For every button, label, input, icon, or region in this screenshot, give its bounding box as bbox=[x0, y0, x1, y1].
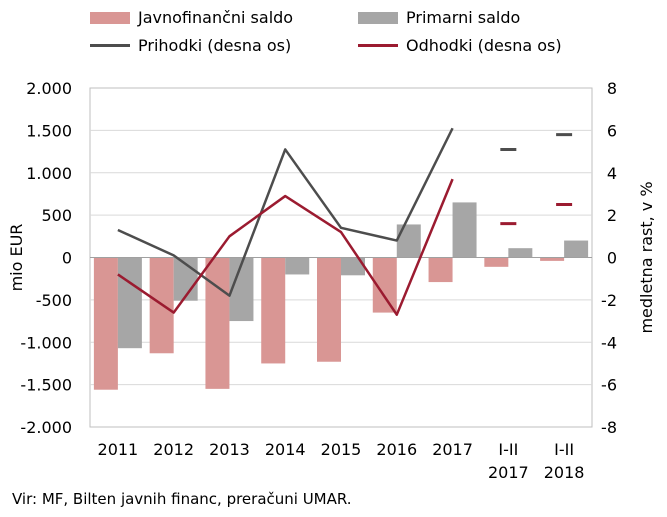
y-right-tick-label: 4 bbox=[607, 164, 617, 183]
x-tick-label-2: 2013 bbox=[209, 440, 250, 459]
y-right-tick-label: 6 bbox=[607, 121, 617, 140]
x-tick-label-6: 2017 bbox=[432, 440, 473, 459]
bar-primarni-7 bbox=[508, 248, 533, 258]
legend-item-odhodki: Odhodki (desna os) bbox=[358, 36, 562, 55]
bar-primarni-4 bbox=[341, 257, 365, 276]
y-left-tick-label: -2.000 bbox=[20, 418, 72, 437]
bar-javnofinancni-8 bbox=[540, 257, 565, 261]
bar-javnofinancni-6 bbox=[428, 257, 453, 283]
legend-label-javnofinancni: Javnofinančni saldo bbox=[138, 8, 294, 27]
bar-javnofinancni-4 bbox=[317, 257, 341, 362]
legend-swatch-primarni bbox=[358, 11, 398, 24]
y-right-tick-label: -8 bbox=[601, 418, 617, 437]
legend-label-prihodki: Prihodki (desna os) bbox=[138, 36, 292, 55]
x-tick-label-0: 2011 bbox=[98, 440, 139, 459]
x-tick-label-7: 2017 bbox=[488, 463, 529, 482]
bar-primarni-5 bbox=[396, 224, 421, 258]
y-left-tick-label: -1.000 bbox=[20, 333, 72, 352]
y-left-tick-label: 1.000 bbox=[26, 164, 72, 183]
y-right-tick-label: 0 bbox=[607, 249, 617, 268]
y-right-tick-label: -2 bbox=[601, 291, 617, 310]
legend-label-primarni: Primarni saldo bbox=[406, 8, 521, 27]
y-left-tick-label: 1.500 bbox=[26, 121, 72, 140]
y-right-tick-label: -6 bbox=[601, 376, 617, 395]
x-tick-label-3: 2014 bbox=[265, 440, 306, 459]
y-left-tick-label: -1.500 bbox=[20, 376, 72, 395]
x-tick-label-8: I-II bbox=[554, 440, 574, 459]
legend-swatch-odhodki bbox=[358, 44, 398, 47]
x-tick-label-7: I-II bbox=[498, 440, 518, 459]
bar-javnofinancni-0 bbox=[93, 257, 118, 390]
x-tick-label-5: 2016 bbox=[376, 440, 417, 459]
legend-swatch-prihodki bbox=[90, 44, 130, 47]
legend-item-prihodki: Prihodki (desna os) bbox=[90, 36, 291, 55]
x-tick-label-4: 2015 bbox=[321, 440, 362, 459]
legend-item-primarni-saldo: Primarni saldo bbox=[358, 8, 520, 27]
bar-primarni-8 bbox=[564, 240, 589, 258]
y-right-tick-label: 8 bbox=[607, 79, 617, 98]
line-prihodki bbox=[117, 127, 454, 297]
source-note: Vir: MF, Bilten javnih financ, preračuni… bbox=[12, 490, 352, 508]
legend-swatch-javnofinancni bbox=[90, 11, 130, 24]
x-tick-label-1: 2012 bbox=[153, 440, 194, 459]
y-right-tick-label: -4 bbox=[601, 333, 617, 352]
y-left-axis-title: mio EUR bbox=[7, 224, 26, 292]
y-right-tick-label: 2 bbox=[607, 206, 617, 225]
y-left-tick-label: 0 bbox=[62, 249, 72, 268]
line-odhodki bbox=[117, 178, 454, 316]
y-left-tick-label: 2.000 bbox=[26, 79, 72, 98]
bar-primarni-0 bbox=[117, 257, 142, 349]
x-tick-label-8: 2018 bbox=[544, 463, 585, 482]
bar-primarni-2 bbox=[229, 257, 254, 322]
bar-javnofinancni-7 bbox=[484, 257, 509, 267]
legend-item-javnofinancni-saldo: Javnofinančni saldo bbox=[90, 8, 293, 27]
bar-primarni-3 bbox=[285, 257, 310, 275]
y-left-tick-label: 500 bbox=[41, 206, 72, 225]
bar-javnofinancni-2 bbox=[205, 257, 230, 389]
bar-primarni-6 bbox=[452, 202, 477, 258]
legend-label-odhodki: Odhodki (desna os) bbox=[406, 36, 562, 55]
bar-javnofinancni-3 bbox=[261, 257, 286, 364]
y-right-axis-title: medletna rast, v % bbox=[637, 181, 656, 333]
y-left-tick-label: -500 bbox=[36, 291, 72, 310]
